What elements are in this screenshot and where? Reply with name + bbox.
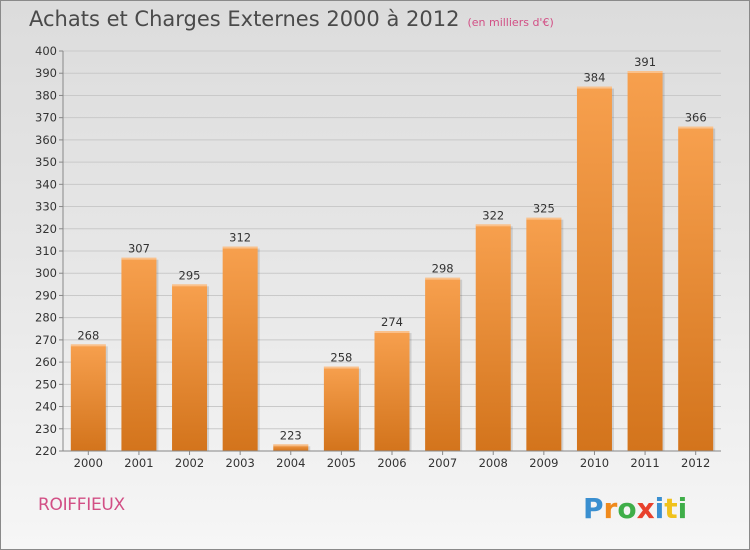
data-label: 384 [583, 71, 605, 85]
bar-2009[interactable] [526, 217, 562, 451]
y-tick-label: 250 [35, 377, 57, 391]
bar-highlight [273, 444, 309, 447]
data-label: 307 [128, 242, 150, 256]
data-label: 325 [533, 202, 555, 216]
y-tick-label: 270 [35, 333, 57, 347]
y-tick-label: 370 [35, 111, 57, 125]
bars [70, 71, 716, 452]
bar-chart: 220 230 240 250 260 270 280 290 300 310 320 330 340 3… [35, 44, 721, 470]
y-tick-label: 300 [35, 266, 57, 280]
bar-highlight [576, 86, 612, 89]
y-tick-label: 280 [35, 311, 57, 325]
x-tick-label: 2003 [226, 456, 255, 470]
data-label: 312 [229, 231, 251, 245]
y-tick-label: 310 [35, 244, 57, 258]
bar-highlight [121, 257, 157, 260]
data-label: 268 [77, 328, 99, 342]
chart-title-text: Achats et Charges Externes 2000 à 2012 [29, 7, 460, 31]
bar-2012[interactable] [678, 126, 714, 452]
y-tick-label: 360 [35, 133, 57, 147]
bar-highlight [627, 71, 663, 73]
x-tick-label: 2002 [175, 456, 204, 470]
data-label: 223 [280, 428, 302, 442]
x-tick-label: 2008 [479, 456, 508, 470]
bar-2010[interactable] [576, 86, 612, 452]
bar-2005[interactable] [323, 366, 359, 451]
bar-highlight [172, 284, 208, 287]
x-tick-label: 2004 [276, 456, 305, 470]
y-tick-label: 380 [35, 88, 57, 102]
data-label: 258 [330, 351, 352, 365]
bar-2008[interactable] [475, 224, 511, 451]
data-label: 366 [685, 111, 707, 125]
axes [59, 50, 721, 455]
bar-2002[interactable] [172, 284, 208, 451]
proxiti-logo[interactable]: Proxiti [583, 488, 693, 528]
bar-highlight [475, 224, 511, 227]
y-tick-label: 290 [35, 288, 57, 302]
bar-2011[interactable] [627, 71, 663, 451]
x-tick-label: 2007 [428, 456, 457, 470]
chart-subtitle: (en milliers d'€) [467, 16, 554, 29]
x-tick-label: 2011 [630, 456, 659, 470]
x-tick-label: 2000 [74, 456, 103, 470]
proxiti-logo-icon: Proxiti [583, 492, 687, 525]
x-tick-label: 2001 [124, 456, 153, 470]
y-tick-label: 220 [35, 444, 57, 458]
y-tick-label: 330 [35, 200, 57, 214]
y-tick-label: 390 [35, 66, 57, 80]
bar-2006[interactable] [374, 331, 410, 451]
bar-2007[interactable] [425, 277, 461, 451]
bar-2000[interactable] [70, 344, 106, 451]
y-tick-label: 320 [35, 222, 57, 236]
bar-highlight [70, 344, 106, 347]
bar-highlight [678, 126, 714, 129]
y-tick-label: 350 [35, 155, 57, 169]
y-tick-label: 230 [35, 422, 57, 436]
bar-2001[interactable] [121, 257, 157, 451]
x-tick-label: 2012 [681, 456, 710, 470]
y-tick-label: 240 [35, 400, 57, 414]
labels: 220 230 240 250 260 270 280 290 300 310 320 330 340 3… [35, 44, 710, 470]
bar-2004[interactable] [273, 444, 309, 451]
bar-highlight [425, 277, 461, 280]
bar-2003[interactable] [222, 246, 258, 451]
data-label: 274 [381, 315, 403, 329]
bar-highlight [222, 246, 258, 249]
y-tick-label: 400 [35, 44, 57, 58]
x-tick-label: 2005 [327, 456, 356, 470]
x-tick-label: 2009 [529, 456, 558, 470]
chart-title: Achats et Charges Externes 2000 à 2012 (e… [29, 7, 554, 31]
bar-highlight [526, 217, 562, 220]
bar-highlight [374, 331, 410, 333]
svg-text:Proxiti: Proxiti [583, 492, 687, 525]
y-tick-label: 260 [35, 355, 57, 369]
x-tick-label: 2010 [580, 456, 609, 470]
y-tick-label: 340 [35, 177, 57, 191]
data-label: 391 [634, 55, 656, 69]
data-label: 295 [179, 268, 201, 282]
bar-highlight [323, 366, 359, 369]
place-name: ROIFFIEUX [38, 495, 125, 515]
x-tick-label: 2006 [377, 456, 406, 470]
data-label: 322 [482, 208, 504, 222]
data-label: 298 [432, 262, 454, 276]
